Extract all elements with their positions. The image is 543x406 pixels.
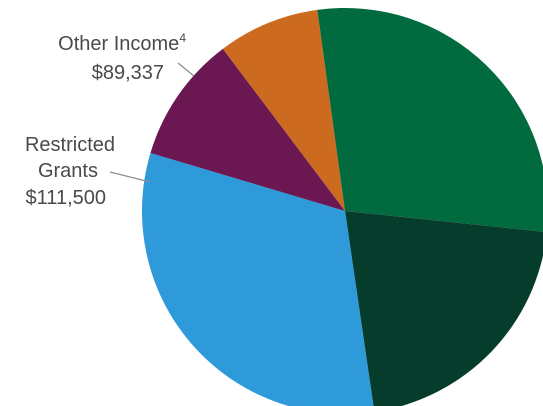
pie-slice-2 bbox=[345, 211, 543, 406]
slice-label-other-income: Other Income4 bbox=[58, 31, 186, 55]
slice-name-restricted-grants-line2: Grants bbox=[38, 160, 98, 182]
label-restricted-grants: Restricted Grants $111,500 bbox=[25, 134, 151, 209]
leader-line-restricted-grants bbox=[109, 171, 151, 183]
slice-superscript-other-income: 4 bbox=[179, 31, 186, 45]
slice-name-restricted-grants-line1: Restricted bbox=[25, 134, 115, 156]
slice-value-restricted-grants: $111,500 bbox=[26, 187, 106, 209]
pie-slice-0 bbox=[222, 9, 345, 212]
label-other-income: Other Income4 $89,337 bbox=[58, 31, 195, 84]
leader-line-other-income bbox=[177, 62, 195, 77]
pie-slices bbox=[142, 8, 543, 406]
slice-value-other-income: $89,337 bbox=[92, 62, 164, 84]
pie-slice-1 bbox=[317, 8, 543, 232]
slice-name-other-income: Other Income bbox=[58, 33, 179, 55]
pie-slice-3 bbox=[142, 152, 374, 406]
pie-slice-4 bbox=[150, 48, 345, 212]
